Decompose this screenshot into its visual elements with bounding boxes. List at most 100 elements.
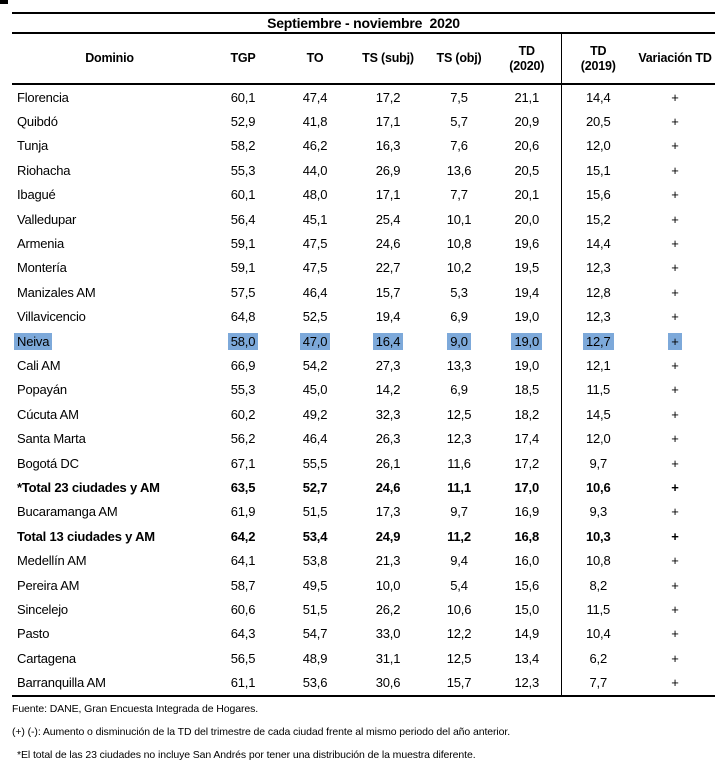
cell-ts-subj[interactable]: 24,6 [375,479,401,495]
cell-td-2019[interactable]: 12,3 [585,260,611,276]
cell-td-2020[interactable]: 19,4 [493,280,562,305]
cell-domain[interactable]: Barranquilla AM [12,670,207,697]
cell-ts-subj[interactable]: 26,2 [375,601,401,617]
cell-domain[interactable]: Bogotá DC [17,455,79,471]
cell-td-2020[interactable]: 17,2 [493,450,562,476]
cell-variacion-td[interactable]: + [671,114,679,130]
cell-domain[interactable]: Villavicencio [17,309,86,325]
cell-td-2019[interactable]: 11,5 [586,601,611,617]
cell-to[interactable]: 51,5 [302,504,328,520]
cell-td-2020[interactable]: 17,4 [493,426,562,451]
cell-ts-subj[interactable]: 25,4 [375,211,401,227]
cell-domain[interactable]: Pereira AM [17,577,80,593]
cell-tgp[interactable]: 56,2 [230,431,256,447]
cell-td-2019[interactable]: 12,0 [585,138,611,154]
cell-tgp[interactable]: 56,5 [230,650,256,666]
cell-ts-obj[interactable]: 12,5 [446,406,472,422]
cell-td-2020[interactable]: 15,0 [493,597,562,622]
cell-td-2019[interactable]: 15,1 [585,162,611,178]
cell-td-2019[interactable]: 15,6 [585,187,611,203]
cell-ts-obj[interactable]: 9,7 [450,504,468,520]
cell-domain[interactable]: Montería [17,260,67,276]
cell-ts-subj[interactable]: 15,7 [375,284,401,300]
cell-td-2019[interactable]: 10,4 [585,626,611,642]
cell-domain[interactable]: *Total 23 ciudades y AM [17,479,160,495]
cell-to[interactable]: 46,2 [302,138,328,154]
cell-to[interactable]: 45,1 [302,211,328,227]
cell-domain[interactable]: Tunja [17,138,49,154]
cell-ts-subj[interactable]: 24,9 [375,528,401,544]
cell-domain[interactable]: Ibagué [17,187,56,203]
cell-domain[interactable]: Sincelejo [17,601,68,617]
cell-to[interactable]: 52,5 [302,309,328,325]
cell-to[interactable]: 47,4 [302,89,328,105]
cell-to[interactable]: 46,4 [302,284,328,300]
cell-td-2019[interactable]: 12,7 [561,329,635,353]
cell-td-2019[interactable]: 14,4 [585,236,611,252]
cell-variacion-td[interactable]: + [671,382,679,398]
cell-domain[interactable]: Cartagena [17,650,76,666]
cell-td-2020[interactable]: 13,4 [493,645,562,671]
cell-tgp[interactable]: 64,2 [230,528,256,544]
cell-domain[interactable]: Bucaramanga AM [17,504,118,520]
cell-ts-subj[interactable]: 16,3 [375,138,401,154]
cell-tgp[interactable]: 60,1 [230,187,256,203]
cell-td-2019[interactable]: 12,3 [585,309,611,325]
cell-td-2019[interactable]: 10,6 [585,479,611,495]
cell-tgp[interactable]: 59,1 [230,236,256,252]
cell-td-2019[interactable]: 6,2 [589,650,608,666]
cell-ts-subj[interactable]: 16,4 [351,329,425,353]
cell-variacion-td[interactable]: + [671,479,679,495]
cell-variacion-td[interactable]: + [671,577,679,593]
cell-ts-obj[interactable]: 15,7 [425,670,493,697]
cell-td-2020[interactable]: 20,1 [493,182,562,207]
cell-variacion-td[interactable]: + [671,553,679,569]
cell-td-2020[interactable]: 20,0 [493,206,562,232]
cell-ts-obj[interactable]: 9,0 [425,329,493,353]
cell-to[interactable]: 48,0 [302,187,328,203]
cell-ts-subj[interactable]: 26,1 [375,455,401,471]
cell-tgp[interactable]: 58,0 [207,329,279,353]
cell-ts-subj[interactable]: 26,9 [375,162,401,178]
cell-to[interactable]: 47,5 [302,236,328,252]
cell-variacion-td[interactable]: + [671,528,679,544]
cell-ts-obj[interactable]: 10,1 [446,211,472,227]
cell-tgp[interactable]: 58,7 [230,577,256,593]
cell-variacion-td[interactable]: + [635,670,715,697]
cell-td-2019[interactable]: 8,2 [589,577,608,593]
cell-ts-obj[interactable]: 6,9 [450,309,468,325]
cell-to[interactable]: 53,8 [302,553,328,569]
cell-ts-subj[interactable]: 17,1 [375,114,401,130]
cell-tgp[interactable]: 60,6 [230,601,256,617]
cell-td-2019[interactable]: 9,7 [589,455,608,471]
cell-ts-subj[interactable]: 17,3 [375,504,401,520]
cell-tgp[interactable]: 59,1 [230,260,256,276]
cell-variacion-td[interactable]: + [671,650,679,666]
cell-to[interactable]: 49,5 [302,577,328,593]
cell-to[interactable]: 46,4 [302,431,328,447]
cell-td-2019[interactable]: 12,8 [585,284,611,300]
cell-domain[interactable]: Florencia [17,89,69,105]
cell-td-2020[interactable]: 20,9 [493,109,562,134]
cell-variacion-td[interactable]: + [671,601,679,617]
cell-tgp[interactable]: 61,1 [207,670,279,697]
cell-domain[interactable]: Cúcuta AM [17,406,79,422]
cell-variacion-td[interactable]: + [635,329,715,353]
cell-tgp[interactable]: 64,1 [230,553,256,569]
cell-domain[interactable]: Quibdó [17,114,58,130]
cell-to[interactable]: 48,9 [302,650,328,666]
cell-td-2020[interactable]: 16,0 [493,548,562,573]
cell-td-2019[interactable]: 14,5 [585,406,611,422]
cell-td-2020[interactable]: 17,0 [493,475,562,500]
cell-ts-subj[interactable]: 33,0 [375,626,401,642]
cell-variacion-td[interactable]: + [671,187,679,203]
cell-ts-subj[interactable]: 17,2 [375,89,401,105]
cell-tgp[interactable]: 61,9 [230,504,256,520]
cell-td-2020[interactable]: 19,0 [493,328,562,354]
cell-td-2020[interactable]: 16,9 [493,499,562,525]
cell-ts-obj[interactable]: 12,3 [446,431,472,447]
cell-to[interactable]: 53,4 [302,528,328,544]
cell-ts-obj[interactable]: 9,4 [450,553,468,569]
cell-variacion-td[interactable]: + [671,626,679,642]
cell-to[interactable]: 52,7 [302,479,328,495]
